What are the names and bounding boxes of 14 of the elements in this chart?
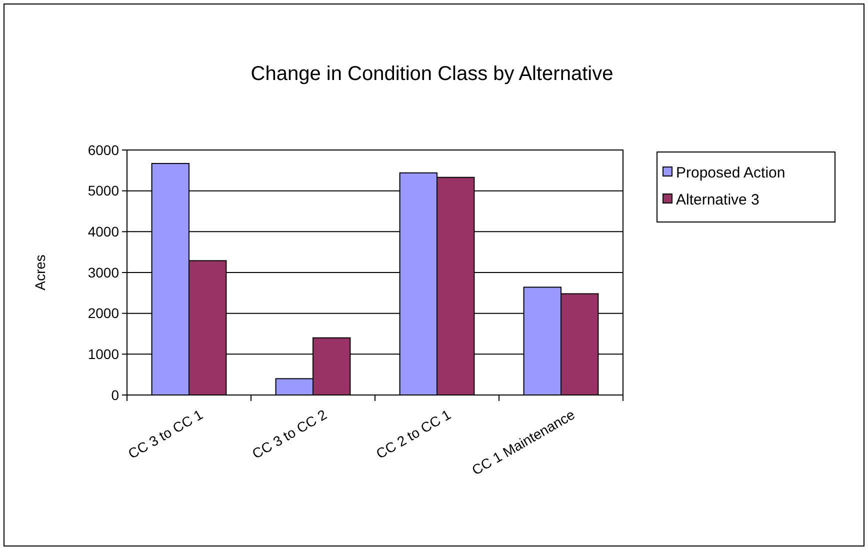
x-tick-label: CC 3 to CC 2 (249, 406, 330, 462)
chart-title: Change in Condition Class by Alternative (250, 63, 614, 85)
y-tick-label: 6000 (88, 142, 120, 158)
y-tick-label: 3000 (88, 264, 120, 280)
x-tick-label: CC 3 to CC 1 (125, 406, 206, 462)
y-tick-label: 4000 (88, 224, 120, 240)
y-tick-label: 5000 (88, 182, 120, 199)
x-tick-label: CC 2 to CC 1 (373, 406, 454, 462)
y-tick-label: 2000 (88, 305, 120, 322)
y-axis-title: Acres (32, 254, 48, 290)
y-tick-label: 0 (111, 386, 120, 403)
y-tick-label: 1000 (88, 346, 120, 362)
legend-label: Alternative 3 (676, 191, 760, 208)
legend-label: Proposed Action (676, 164, 786, 182)
